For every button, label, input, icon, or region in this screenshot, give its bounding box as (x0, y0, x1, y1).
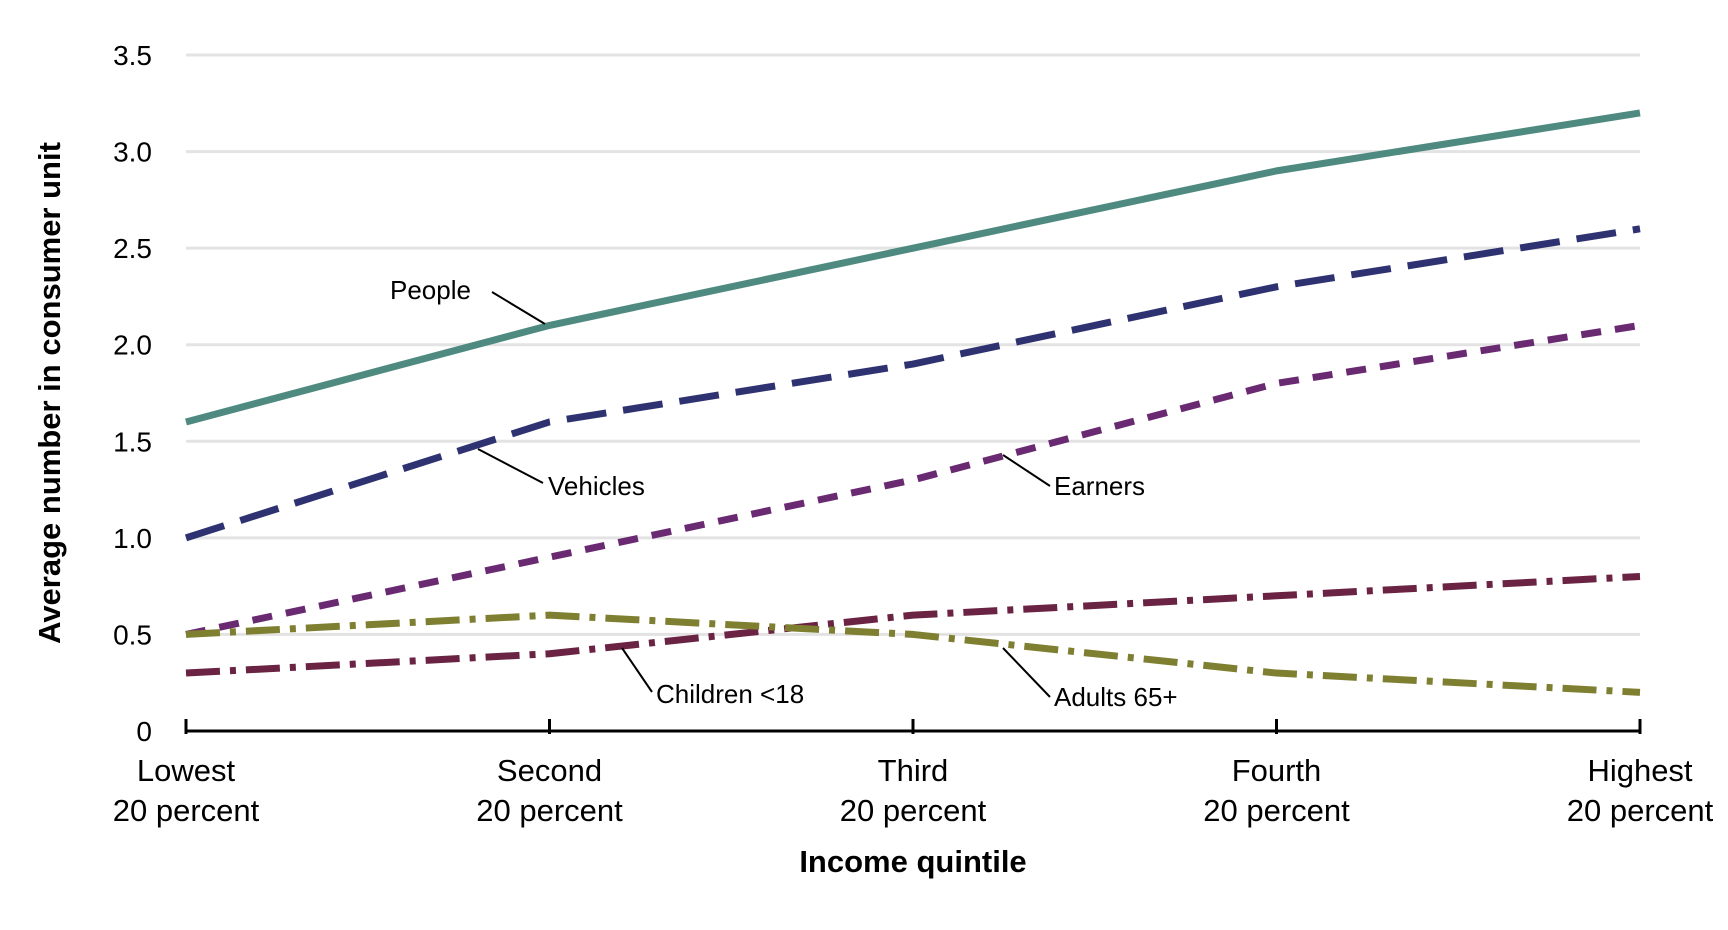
y-tick-label: 2.5 (113, 233, 152, 264)
x-tick-label: 20 percent (1203, 793, 1350, 828)
y-tick-label: 3.5 (113, 40, 152, 71)
y-axis-ticks: 0 0.5 1.0 1.5 2.0 2.5 3.0 3.5 (113, 40, 152, 747)
x-tick-label: Lowest (137, 753, 236, 788)
series-label: Adults 65+ (1054, 682, 1178, 712)
x-tick-label: 20 percent (1567, 793, 1714, 828)
x-tick-label: 20 percent (476, 793, 623, 828)
series-line-children-18 (185, 572, 1641, 677)
leader-line (1002, 647, 1051, 698)
x-axis-title: Income quintile (799, 844, 1026, 879)
y-tick-label: 3.0 (113, 137, 152, 168)
series-line-people (185, 109, 1641, 426)
x-tick-label: Second (497, 753, 602, 788)
series-label: Earners (1054, 471, 1145, 501)
y-tick-label: 1.0 (113, 523, 152, 554)
y-tick-label: 2.0 (113, 330, 152, 361)
series-labels: People Vehicles Earners Children <18 Adults … (390, 275, 1178, 712)
leader-line (621, 647, 653, 693)
x-tick-label: Highest (1587, 753, 1692, 788)
x-axis: Lowest 20 percent Second 20 percent Third 20 … (113, 719, 1714, 828)
y-tick-label: 0.5 (113, 619, 152, 650)
x-tick-label: Fourth (1232, 753, 1322, 788)
series-label: Children <18 (656, 679, 804, 709)
x-tick-label: 20 percent (840, 793, 987, 828)
leader-line (491, 291, 546, 325)
x-tick-label: 20 percent (113, 793, 260, 828)
y-tick-label: 1.5 (113, 426, 152, 457)
leader-line (477, 448, 544, 484)
series-line-earners (185, 321, 1641, 638)
series-label: People (390, 275, 471, 305)
series-line-vehicles (184, 225, 1641, 542)
leader-line (1002, 454, 1051, 487)
gridlines (186, 53, 1640, 636)
series-lines (184, 109, 1641, 696)
series-line-adults-65 (185, 611, 1641, 696)
x-tick-label: Third (878, 753, 949, 788)
series-label: Vehicles (548, 471, 645, 501)
y-tick-label: 0 (136, 716, 152, 747)
y-axis-title: Average number in consumer unit (32, 142, 67, 644)
